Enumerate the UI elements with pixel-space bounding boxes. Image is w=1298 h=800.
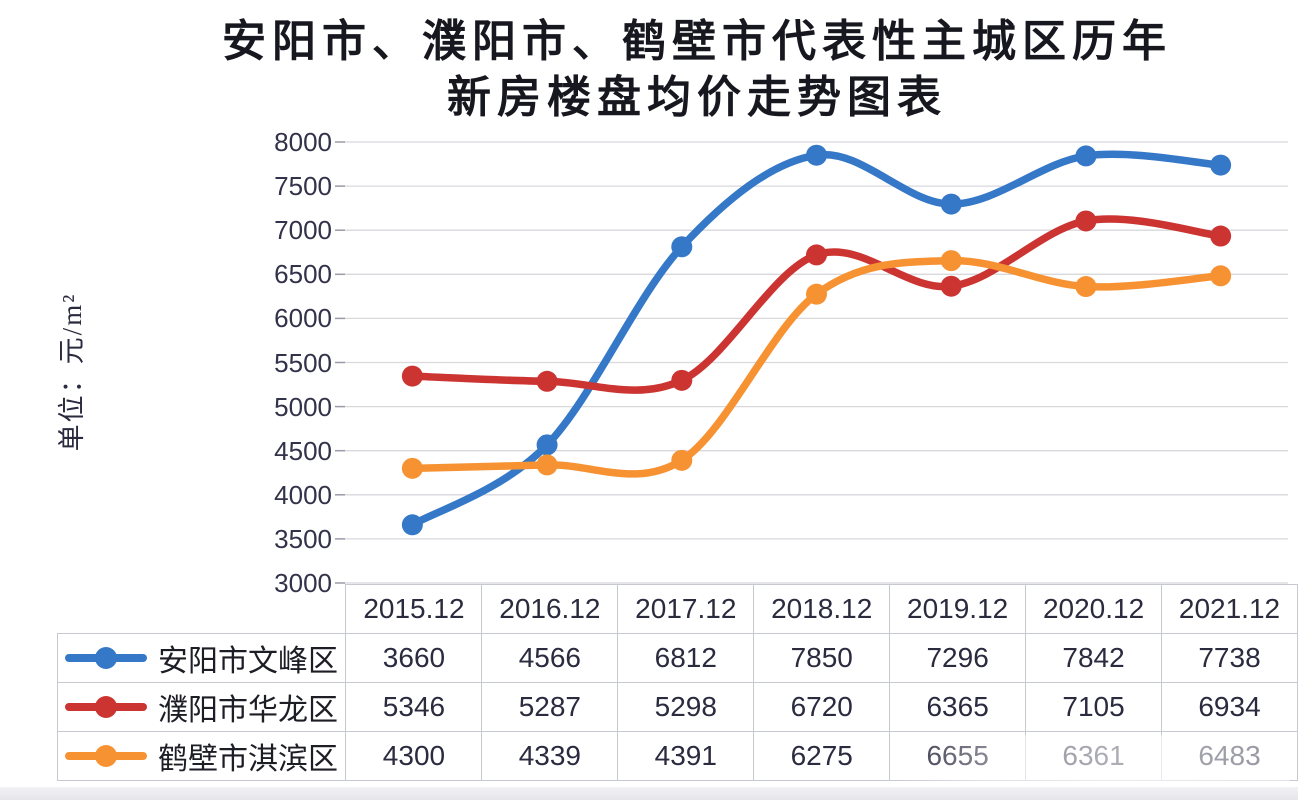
series-label-cell: 安阳市文峰区	[56, 633, 347, 683]
series-legend-entry: 濮阳市华龙区	[59, 685, 345, 729]
series-legend-entry: 鹤壁市淇滨区	[59, 734, 345, 778]
y-axis-tick-label: 6000	[274, 303, 332, 334]
table-value-cell: 6934	[1161, 682, 1298, 732]
legend-key-line-marker-icon	[65, 647, 147, 669]
data-point-marker	[940, 275, 962, 297]
table-value-cell: 7842	[1025, 633, 1163, 683]
y-axis-tick-label: 3500	[274, 523, 332, 554]
data-point-marker	[806, 244, 827, 266]
data-point-marker	[671, 236, 693, 258]
table-value-cell: 6275	[753, 731, 891, 781]
column-header-year: 2016.12	[481, 584, 619, 634]
bottom-edge-strip	[0, 787, 1298, 800]
data-point-marker	[1210, 225, 1232, 247]
data-point-marker	[1210, 154, 1232, 176]
series-name: 鹤壁市淇滨区	[158, 743, 338, 776]
data-point-marker	[806, 144, 827, 166]
y-axis-tick-label: 6500	[274, 259, 332, 290]
table-value-cell: 4300	[345, 731, 483, 781]
y-axis-tick-label: 4000	[274, 479, 332, 510]
column-header-year: 2018.12	[753, 584, 891, 634]
table-value-cell: 6812	[617, 633, 755, 683]
data-point-marker	[1075, 210, 1097, 232]
table-value-cell: 4566	[481, 633, 619, 683]
table-row-series-0: 安阳市文峰区 3660 4566 6812 7850 7296 7842 7738	[56, 633, 1298, 683]
table-value-cell: 5346	[345, 682, 483, 732]
data-point-marker	[1075, 145, 1097, 167]
series-name: 安阳市文峰区	[158, 645, 338, 678]
table-value-cell: 4339	[481, 731, 619, 781]
table-header-row: 2015.12 2016.12 2017.12 2018.12 2019.12 2020.…	[58, 584, 1298, 634]
table-value-cell: 6655	[889, 731, 1027, 781]
series-line-0	[408, 150, 1225, 529]
table-value-cell: 7105	[1025, 682, 1163, 732]
column-header-year: 2017.12	[617, 584, 755, 634]
table-value-cell: 5298	[617, 682, 755, 732]
table-value-cell: 7850	[753, 633, 891, 683]
data-point-marker	[940, 193, 962, 215]
data-point-marker	[401, 457, 423, 479]
y-axis-tick-label: 3000	[274, 568, 332, 598]
y-axis-tick-label: 7500	[274, 171, 332, 202]
data-point-marker	[536, 434, 558, 456]
table-value-cell: 6361	[1025, 731, 1163, 781]
series-label-cell: 濮阳市华龙区	[56, 682, 347, 732]
y-axis-tick-label: 8000	[274, 127, 332, 157]
table-value-cell: 5287	[481, 682, 619, 732]
table-value-cell: 6483	[1161, 731, 1298, 781]
y-axis-tick-label: 7000	[274, 215, 332, 246]
table-row-series-1: 濮阳市华龙区 5346 5287 5298 6720 6365 7105 6934	[56, 682, 1298, 732]
table-value-cell: 3660	[345, 633, 483, 683]
data-point-marker	[671, 449, 693, 471]
data-point-marker	[671, 369, 693, 391]
y-axis-tick-label: 5000	[274, 391, 332, 422]
column-header-year: 2020.12	[1025, 584, 1163, 634]
column-header-year: 2015.12	[345, 584, 483, 634]
data-point-marker	[1210, 265, 1232, 287]
series-legend-entry: 安阳市文峰区	[59, 636, 345, 680]
column-header-year: 2021.12	[1161, 584, 1298, 634]
legend-key-line-marker-icon	[65, 745, 147, 767]
table-value-cell: 6365	[889, 682, 1027, 732]
series-name: 濮阳市华龙区	[158, 694, 338, 727]
table-value-cell: 7738	[1161, 633, 1298, 683]
series-label-cell: 鹤壁市淇滨区	[56, 731, 347, 781]
y-axis-tick-label: 5500	[274, 347, 332, 378]
data-point-marker	[806, 283, 827, 305]
table-value-cell: 6720	[753, 682, 891, 732]
data-point-marker	[401, 514, 423, 536]
data-point-marker	[1075, 276, 1097, 298]
column-header-year: 2019.12	[889, 584, 1027, 634]
table-value-cell: 4391	[617, 731, 755, 781]
chart-title: 安阳市、濮阳市、鹤壁市代表性主城区历年 新房楼盘均价走势图表	[96, 14, 1298, 126]
data-point-marker	[940, 250, 962, 272]
chart-title-line-2: 新房楼盘均价走势图表	[447, 73, 947, 122]
data-point-marker	[536, 370, 558, 392]
y-axis-tick-label: 4500	[274, 435, 332, 466]
data-point-marker	[536, 454, 558, 476]
table-corner-cell	[58, 585, 346, 634]
table-row-series-2: 鹤壁市淇滨区 4300 4339 4391 6275 6655 6361 6483	[56, 731, 1298, 781]
legend-key-line-marker-icon	[65, 696, 147, 718]
data-point-marker	[401, 365, 423, 387]
table-value-cell: 7296	[889, 633, 1027, 683]
chart-title-line-1: 安阳市、濮阳市、鹤壁市代表性主城区历年	[222, 17, 1172, 66]
data-table: 2015.12 2016.12 2017.12 2018.12 2019.12 2020.…	[56, 584, 1298, 781]
